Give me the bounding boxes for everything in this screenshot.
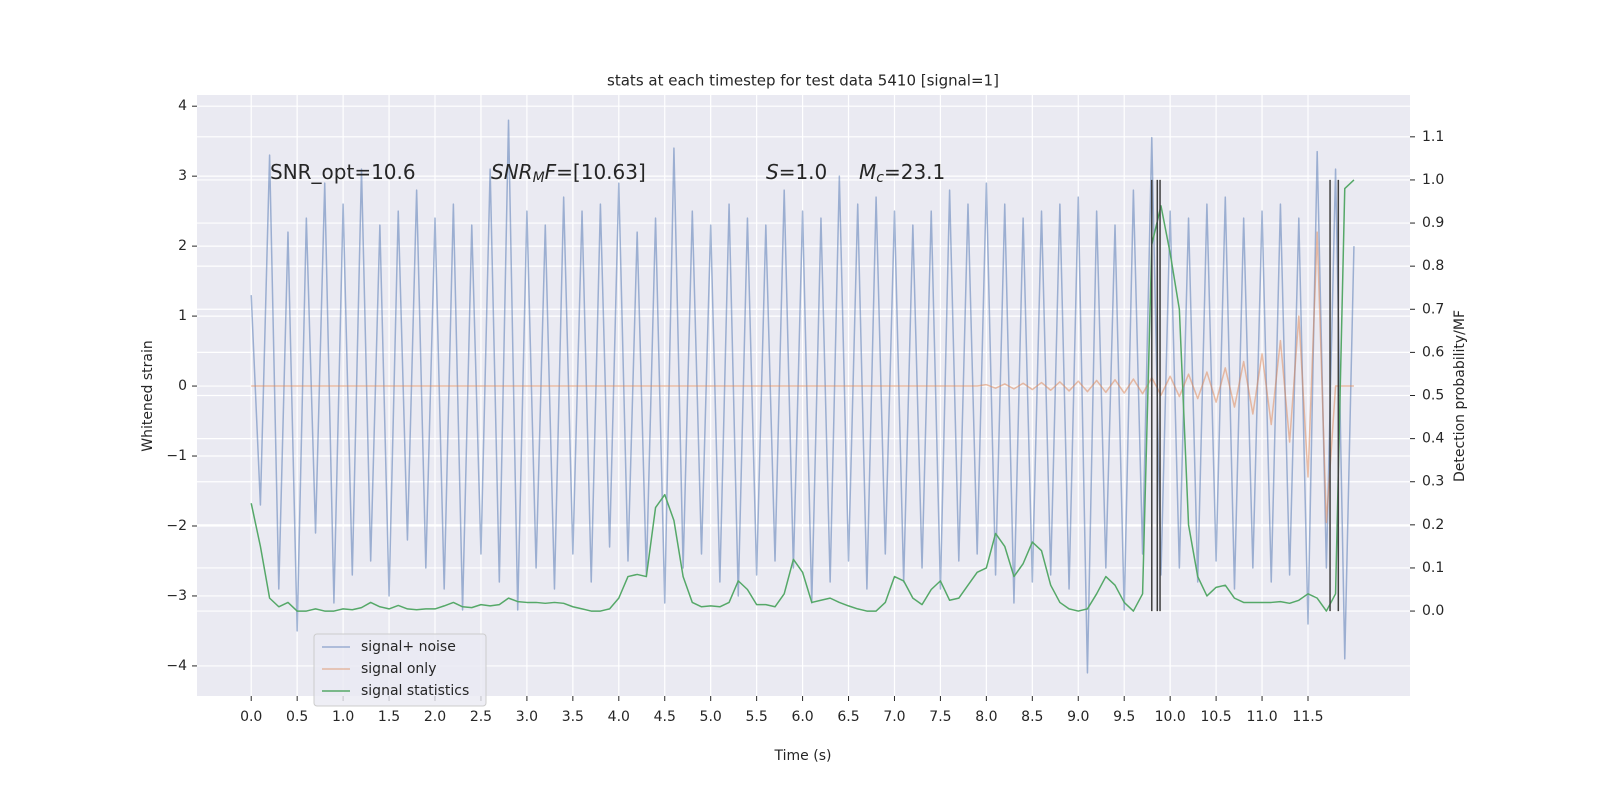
y2-tick-label: 0.5	[1422, 388, 1444, 404]
x-tick-label: 5.5	[746, 709, 768, 725]
annotation: Mc=23.1	[859, 160, 945, 187]
x-tick-label: 1.5	[378, 709, 400, 725]
y-tick-label: 3	[178, 168, 187, 184]
y2-tick-label: 0.3	[1422, 474, 1444, 490]
x-tick-label: 9.0	[1067, 709, 1089, 725]
x-axis-label: Time (s)	[774, 748, 832, 764]
x-tick-label: 7.5	[929, 709, 951, 725]
x-tick-label: 7.0	[883, 709, 905, 725]
y2-tick-label: 0.0	[1422, 603, 1444, 619]
y2-tick-label: 0.2	[1422, 517, 1444, 533]
annotation-part: =23.1	[884, 160, 945, 184]
y-tick-label: −1	[166, 448, 187, 464]
annotation-part: =[10.63]	[556, 160, 646, 184]
legend-label: signal only	[361, 661, 436, 677]
y-tick-label: 0	[178, 378, 187, 394]
x-tick-label: 6.0	[791, 709, 813, 725]
annotation-part: S	[766, 160, 779, 184]
x-tick-label: 10.5	[1201, 709, 1232, 725]
y2-tick-label: 0.1	[1422, 560, 1444, 576]
x-tick-label: 9.5	[1113, 709, 1135, 725]
annotation-part: M	[859, 160, 876, 184]
x-tick-label: 4.0	[608, 709, 630, 725]
y2-tick-label: 1.0	[1422, 172, 1444, 188]
x-tick-label: 4.5	[654, 709, 676, 725]
y-axis-label: Whitened strain	[140, 340, 156, 451]
y2-tick-label: 0.9	[1422, 215, 1444, 231]
y-tick-label: −2	[166, 518, 187, 534]
legend-box	[313, 633, 487, 707]
y-tick-label: −3	[166, 588, 187, 604]
series-line	[250, 119, 1355, 674]
x-tick-label: 0.5	[286, 709, 308, 725]
annotation-part: SNR	[491, 160, 533, 184]
y-tick-label: −4	[166, 658, 187, 674]
y-tick-label: 2	[178, 238, 187, 254]
x-tick-label: 8.5	[1021, 709, 1043, 725]
x-tick-label: 2.5	[470, 709, 492, 725]
legend-label: signal+ noise	[361, 639, 456, 655]
y2-tick-label: 1.1	[1422, 129, 1444, 145]
annotation-part: c	[876, 170, 884, 186]
y2-tick-label: 0.4	[1422, 431, 1444, 447]
annotation: S=1.0	[766, 160, 827, 184]
x-tick-label: 10.0	[1155, 709, 1186, 725]
x-tick-label: 8.0	[975, 709, 997, 725]
y-tick-label: 1	[178, 308, 187, 324]
annotation-part: F	[545, 160, 557, 184]
x-tick-label: 3.5	[562, 709, 584, 725]
series-line	[250, 179, 1355, 612]
series-line	[251, 231, 1354, 524]
x-tick-label: 2.0	[424, 709, 446, 725]
x-tick-label: 11.0	[1246, 709, 1277, 725]
y2-tick-label: 0.6	[1422, 344, 1444, 360]
x-tick-label: 6.5	[837, 709, 859, 725]
y2-tick-label: 0.7	[1422, 301, 1444, 317]
x-tick-label: 0.0	[240, 709, 262, 725]
annotation: SNRMF=[10.63]	[491, 160, 646, 187]
y2-axis-label: Detection probability/MF	[1452, 310, 1468, 482]
y2-tick-label: 0.8	[1422, 258, 1444, 274]
annotation-part: M	[533, 170, 545, 186]
x-tick-label: 1.0	[332, 709, 354, 725]
x-tick-label: 3.0	[516, 709, 538, 725]
y-tick-label: 4	[178, 98, 187, 114]
legend: signal+ noise signal only signal statistic…	[313, 633, 487, 707]
annotation-part: =1.0	[779, 160, 828, 184]
annotation: SNR_opt=10.6	[270, 160, 416, 184]
x-tick-label: 5.0	[700, 709, 722, 725]
legend-label: signal statistics	[361, 683, 469, 699]
annotation-part: SNR_opt=10.6	[270, 160, 416, 184]
chart-title: stats at each timestep for test data 541…	[607, 72, 999, 90]
x-tick-label: 11.5	[1292, 709, 1323, 725]
